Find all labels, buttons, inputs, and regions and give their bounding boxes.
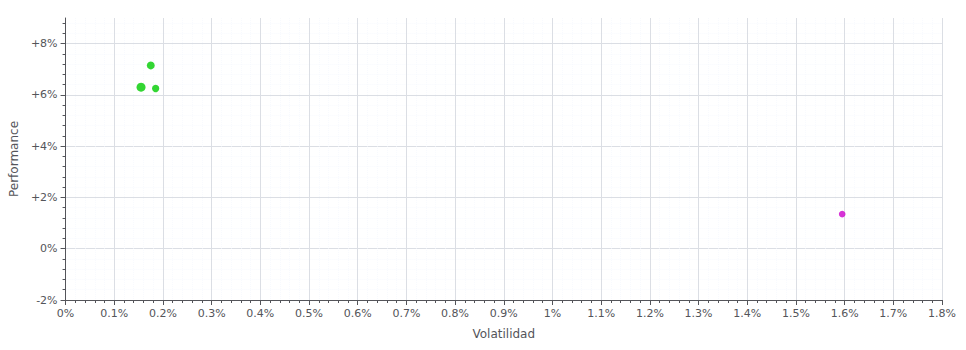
svg-text:+4%: +4%: [31, 140, 58, 153]
svg-text:+2%: +2%: [31, 191, 58, 204]
svg-text:1.5%: 1.5%: [782, 307, 810, 320]
svg-text:0.9%: 0.9%: [490, 307, 518, 320]
svg-text:0.5%: 0.5%: [295, 307, 323, 320]
svg-text:1.8%: 1.8%: [928, 307, 956, 320]
svg-text:0.7%: 0.7%: [392, 307, 420, 320]
svg-text:Volatilidad: Volatilidad: [472, 327, 535, 341]
svg-text:0.3%: 0.3%: [198, 307, 226, 320]
svg-text:+8%: +8%: [31, 37, 58, 50]
svg-text:1.1%: 1.1%: [587, 307, 615, 320]
svg-text:1%: 1%: [544, 307, 561, 320]
svg-text:0.2%: 0.2%: [149, 307, 177, 320]
svg-text:1.2%: 1.2%: [636, 307, 664, 320]
svg-text:0.6%: 0.6%: [344, 307, 372, 320]
svg-text:0.4%: 0.4%: [246, 307, 274, 320]
svg-text:-2%: -2%: [36, 294, 57, 307]
svg-text:1.4%: 1.4%: [733, 307, 761, 320]
svg-text:0.8%: 0.8%: [441, 307, 469, 320]
svg-text:0%: 0%: [40, 242, 57, 255]
svg-text:1.3%: 1.3%: [685, 307, 713, 320]
svg-text:+6%: +6%: [31, 88, 58, 101]
svg-text:1.6%: 1.6%: [831, 307, 859, 320]
svg-text:0%: 0%: [57, 307, 74, 320]
svg-text:Performance: Performance: [7, 121, 21, 197]
svg-text:1.7%: 1.7%: [879, 307, 907, 320]
svg-text:0.1%: 0.1%: [100, 307, 128, 320]
